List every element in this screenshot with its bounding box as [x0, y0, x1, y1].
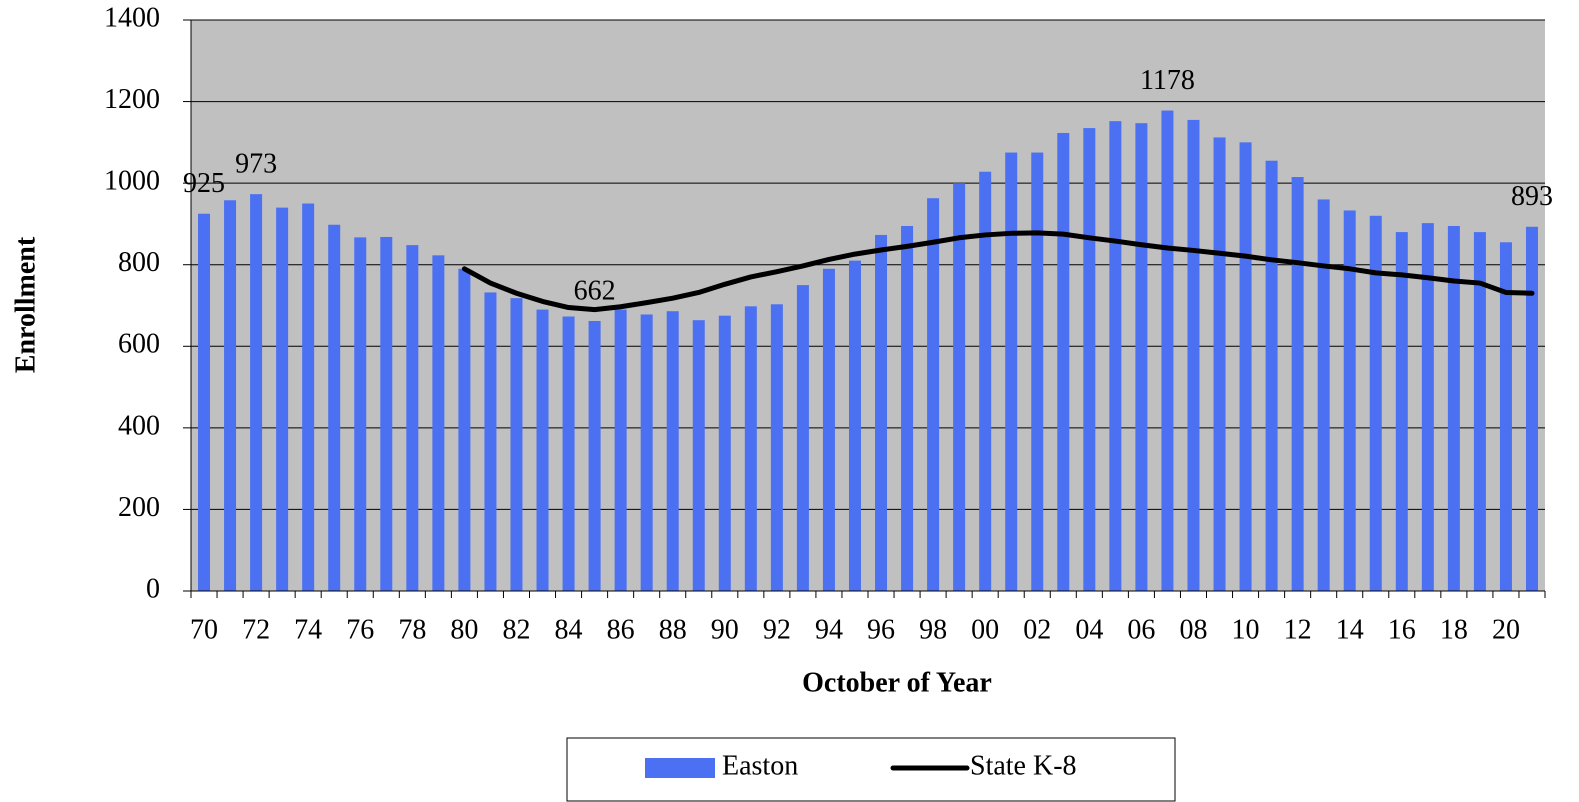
data-label: 925 — [183, 168, 225, 199]
x-tick-label: 16 — [1388, 614, 1416, 645]
x-tick-label: 96 — [867, 614, 895, 645]
x-tick-label: 84 — [555, 614, 583, 645]
x-tick-label: 70 — [190, 614, 218, 645]
bar — [614, 309, 627, 591]
bar — [380, 236, 393, 592]
bar — [692, 320, 705, 591]
x-tick-label: 10 — [1232, 614, 1260, 645]
bar — [354, 237, 367, 591]
bar — [796, 285, 809, 591]
x-tick-label: 78 — [398, 614, 426, 645]
bar — [1525, 226, 1538, 591]
bar — [953, 183, 966, 591]
legend-swatch — [645, 758, 715, 778]
bar — [640, 314, 653, 591]
bar — [1473, 232, 1486, 592]
x-tick-label: 88 — [659, 614, 687, 645]
legend-label: Easton — [722, 750, 798, 781]
bar — [276, 207, 289, 591]
y-tick-label: 200 — [118, 492, 160, 523]
bar — [1421, 223, 1434, 591]
bar — [1369, 215, 1382, 591]
bar — [666, 311, 679, 591]
bar — [198, 213, 211, 591]
bar — [744, 306, 757, 591]
y-axis-title: Enrollment — [10, 236, 41, 373]
x-tick-label: 00 — [971, 614, 999, 645]
x-tick-label: 76 — [346, 614, 374, 645]
bar — [875, 234, 888, 591]
data-label: 973 — [235, 149, 277, 180]
bar — [432, 255, 445, 592]
x-tick-label: 04 — [1075, 614, 1103, 645]
bar — [1317, 199, 1330, 591]
bar — [848, 260, 861, 591]
bar — [1291, 177, 1304, 591]
bar — [1005, 152, 1018, 591]
bar — [1447, 225, 1460, 592]
bar — [1161, 110, 1174, 592]
x-tick-label: 86 — [607, 614, 635, 645]
bar — [224, 200, 237, 591]
data-label: 1178 — [1140, 65, 1195, 96]
bar — [1031, 152, 1044, 591]
bar — [979, 171, 992, 592]
data-label: 662 — [574, 275, 616, 306]
bar — [302, 203, 315, 592]
x-tick-label: 20 — [1492, 614, 1520, 645]
bar — [458, 268, 471, 591]
bar — [1265, 160, 1278, 592]
x-tick-label: 92 — [763, 614, 791, 645]
line — [461, 230, 1535, 313]
y-tick-label: 0 — [146, 573, 160, 604]
bar — [927, 198, 940, 591]
bar — [1135, 123, 1148, 591]
x-axis-title: October of Year — [802, 667, 992, 698]
data-label: 893 — [1511, 181, 1553, 212]
y-tick-label: 400 — [118, 410, 160, 441]
x-tick-label: 98 — [919, 614, 947, 645]
bar — [1187, 119, 1200, 592]
y-tick-label: 1400 — [104, 2, 160, 33]
y-tick-label: 600 — [118, 329, 160, 360]
bar — [536, 309, 549, 591]
bar — [562, 316, 575, 591]
bar — [1395, 232, 1408, 592]
y-tick-label: 1200 — [104, 84, 160, 115]
x-tick-label: 90 — [711, 614, 739, 645]
x-tick-label: 94 — [815, 614, 843, 645]
y-tick-label: 1000 — [104, 166, 160, 197]
bar — [822, 268, 835, 591]
y-tick-label: 800 — [118, 247, 160, 278]
bar — [406, 245, 419, 591]
x-tick-label: 80 — [450, 614, 478, 645]
x-tick-label: 12 — [1284, 614, 1312, 645]
bar — [901, 225, 914, 592]
bar — [1109, 121, 1122, 592]
x-tick-label: 82 — [502, 614, 530, 645]
x-tick-label: 06 — [1127, 614, 1155, 645]
legend-label: State K-8 — [970, 750, 1077, 781]
bar — [588, 320, 601, 591]
x-tick-label: 08 — [1179, 614, 1207, 645]
x-tick-label: 14 — [1336, 614, 1364, 645]
bar — [250, 194, 263, 591]
bar — [1213, 137, 1226, 591]
x-tick-label: 18 — [1440, 614, 1468, 645]
bar — [510, 298, 523, 591]
x-tick-label: 72 — [242, 614, 270, 645]
bar — [1083, 128, 1096, 591]
plot-area — [191, 20, 1545, 591]
bar — [484, 292, 497, 591]
bar — [718, 315, 731, 591]
bar — [1239, 142, 1252, 591]
x-tick-label: 74 — [294, 614, 322, 645]
bar — [328, 224, 341, 591]
bar — [1343, 210, 1356, 591]
bar — [1499, 242, 1512, 591]
bar — [770, 304, 783, 591]
bar — [1057, 132, 1070, 591]
x-tick-label: 02 — [1023, 614, 1051, 645]
